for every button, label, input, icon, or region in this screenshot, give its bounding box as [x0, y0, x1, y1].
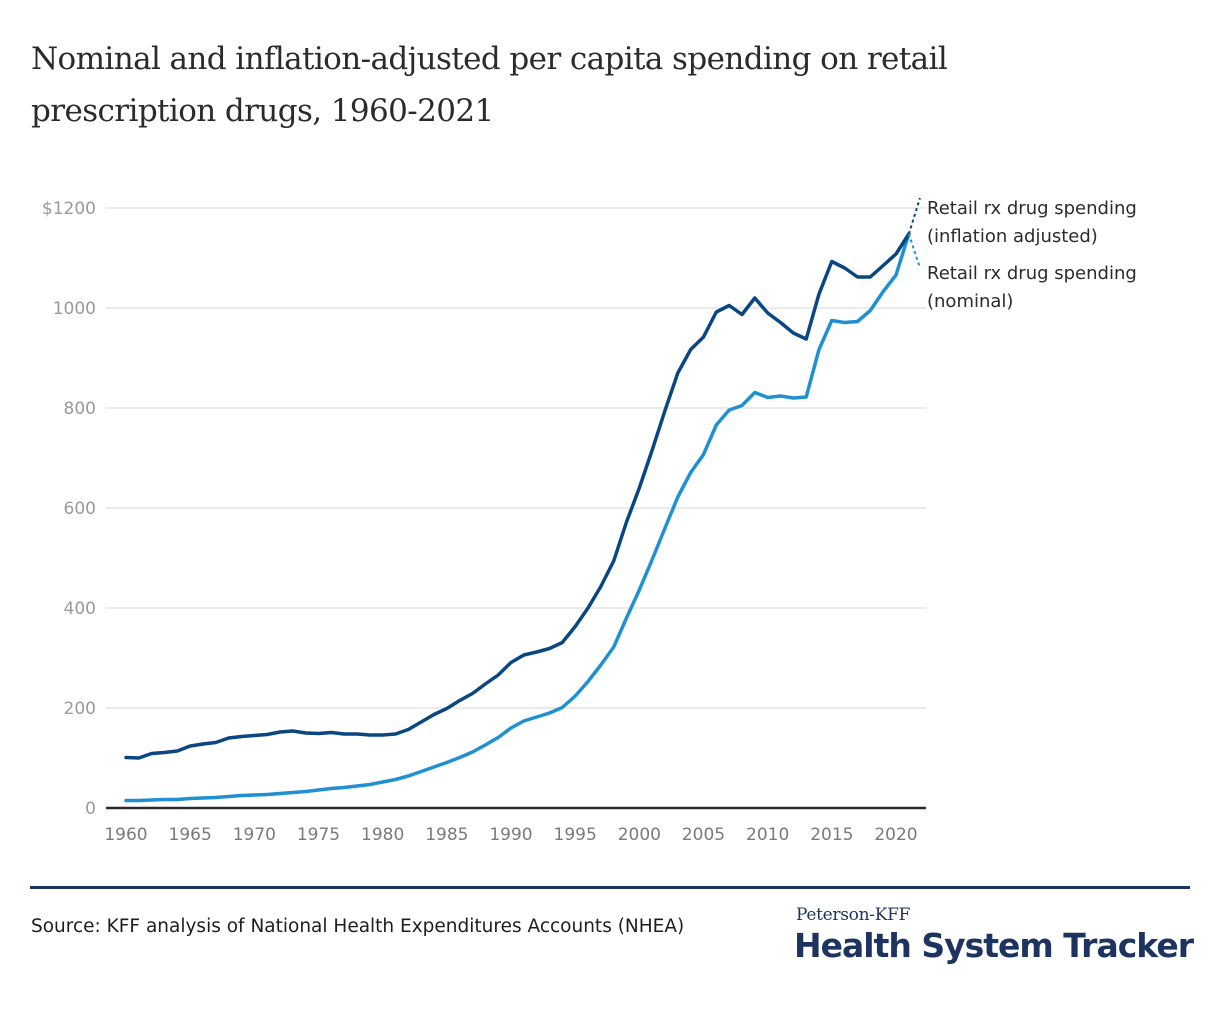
- y-tick-label: 200: [64, 699, 96, 719]
- x-tick-label: 2005: [682, 825, 725, 845]
- x-tick-label: 1995: [554, 825, 597, 845]
- x-tick-label: 1970: [233, 825, 276, 845]
- chart-title: Nominal and inflation-adjusted per capit…: [31, 41, 948, 129]
- footer-divider: [30, 886, 1190, 889]
- legend-label-nominal: Retail rx drug spending: [927, 263, 1137, 284]
- x-tick-label: 1965: [169, 825, 212, 845]
- x-tick-label: 2000: [618, 825, 661, 845]
- x-tick-label: 2010: [746, 825, 789, 845]
- y-tick-label: 800: [64, 399, 96, 419]
- y-tick-label: 600: [64, 499, 96, 519]
- y-tick-label: 0: [85, 799, 96, 819]
- legend-label-nominal: (nominal): [927, 291, 1013, 312]
- y-tick-label: $1200: [42, 199, 96, 219]
- series-line-inflation-adjusted: [124, 232, 911, 760]
- leader-line-nominal: [907, 233, 921, 269]
- leader-line-inflation-adjusted: [907, 197, 921, 235]
- brand-peterson-kff: Peterson-KFF: [796, 905, 911, 925]
- x-tick-label: 1960: [104, 825, 147, 845]
- x-tick-label: 2020: [874, 825, 917, 845]
- y-tick-label: 400: [64, 599, 96, 619]
- legend-label-inflation-adjusted: Retail rx drug spending: [927, 198, 1137, 219]
- x-tick-label: 2015: [810, 825, 853, 845]
- series-lines: [124, 232, 911, 803]
- source-note: Source: KFF analysis of National Health …: [31, 916, 685, 937]
- x-tick-label: 1980: [361, 825, 404, 845]
- series-line-nominal: [124, 232, 911, 803]
- x-tick-label: 1990: [489, 825, 532, 845]
- y-tick-label: 1000: [53, 299, 96, 319]
- x-axis-ticks: 1960 1965 1970 1975 1980 1985 1990 1995 2000 2005…: [104, 825, 917, 845]
- x-tick-label: 1975: [297, 825, 340, 845]
- legend-label-inflation-adjusted: (inflation adjusted): [927, 226, 1098, 247]
- y-axis-ticks: 0 200 400 600 800 1000 $1200: [42, 199, 96, 819]
- legend-labels: Retail rx drug spending (inflation adjust…: [907, 197, 1137, 312]
- x-tick-label: 1985: [425, 825, 468, 845]
- gridlines: [106, 207, 926, 709]
- brand-health-system-tracker: Health System Tracker: [794, 926, 1194, 965]
